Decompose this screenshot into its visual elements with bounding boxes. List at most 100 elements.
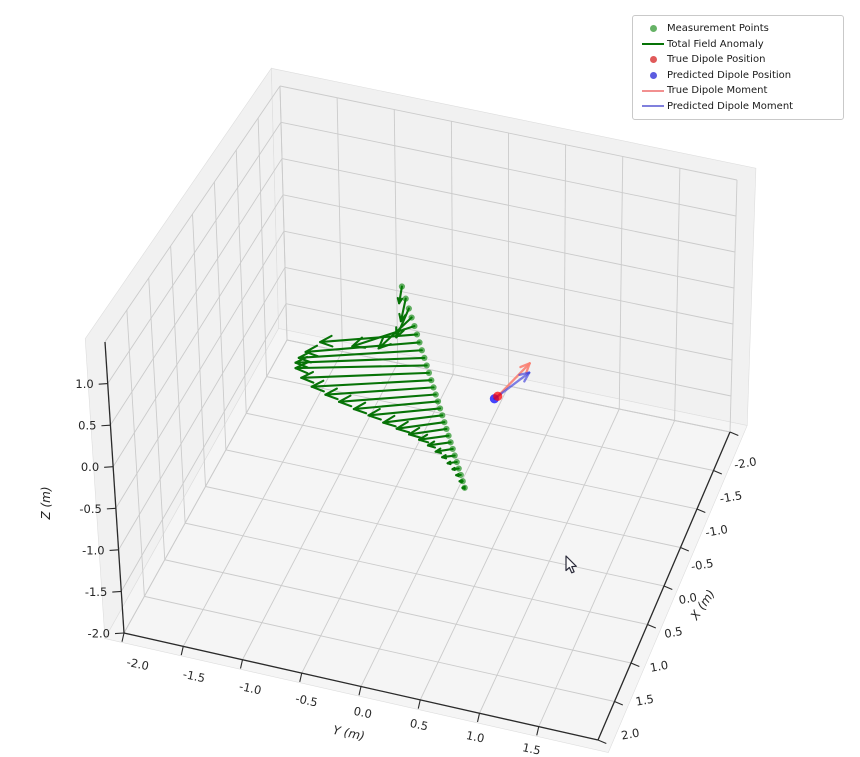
axis-label-y: Y (m) bbox=[332, 723, 366, 743]
measurement-point bbox=[428, 377, 435, 384]
tick-mark-x bbox=[663, 585, 673, 591]
tick-mark-x bbox=[614, 700, 624, 706]
tick-mark-y bbox=[476, 713, 481, 723]
grid-line bbox=[110, 158, 283, 426]
legend-marker-icon bbox=[639, 25, 667, 33]
field-anomaly-arrow bbox=[407, 426, 448, 439]
axis-label-z: Z (m) bbox=[39, 486, 53, 520]
grid-line bbox=[279, 85, 738, 181]
measurement-point bbox=[451, 452, 458, 459]
tick-label-z: -2.0 bbox=[88, 627, 110, 641]
tick-mark-x bbox=[680, 546, 690, 552]
legend-marker-icon bbox=[639, 56, 667, 64]
legend-item-label: Measurement Points bbox=[667, 23, 769, 34]
tick-mark-y bbox=[121, 632, 125, 642]
tick-mark-y bbox=[299, 673, 303, 683]
measurement-point bbox=[430, 384, 437, 391]
tick-label-y: -1.5 bbox=[182, 667, 207, 685]
grid-line bbox=[674, 168, 681, 421]
tick-mark-y bbox=[239, 659, 244, 669]
legend-item: Predicted Dipole Moment bbox=[639, 99, 837, 115]
field-anomaly-arrow bbox=[418, 433, 450, 444]
grid-line bbox=[192, 213, 206, 487]
grid-line bbox=[479, 408, 620, 714]
tick-mark-y bbox=[536, 726, 540, 736]
tick-label-y: 1.0 bbox=[465, 728, 486, 745]
measurement-point bbox=[436, 405, 444, 412]
legend-item-label: Total Field Anomaly bbox=[667, 38, 764, 50]
dot-swatch bbox=[649, 71, 657, 79]
measurement-point bbox=[455, 465, 462, 472]
field-anomaly-arrow bbox=[367, 407, 442, 421]
measurement-point bbox=[405, 305, 412, 312]
legend-marker-icon bbox=[639, 71, 667, 79]
grid-line bbox=[257, 117, 268, 377]
line-swatch bbox=[642, 43, 664, 46]
grid-line bbox=[336, 97, 343, 352]
grid-line bbox=[538, 420, 676, 727]
tick-label-y: 0.5 bbox=[409, 716, 430, 733]
field-anomaly-arrow bbox=[426, 440, 452, 449]
field-anomaly-arrow bbox=[395, 420, 446, 434]
tick-label-z: -0.5 bbox=[79, 502, 101, 516]
measurement-point bbox=[449, 445, 456, 453]
tick-label-z: -1.0 bbox=[82, 543, 104, 557]
measurement-point bbox=[411, 322, 418, 330]
measurement-point bbox=[421, 354, 428, 361]
grid-line bbox=[280, 121, 737, 217]
tick-label-z: 1.0 bbox=[75, 377, 93, 391]
grid-line bbox=[126, 309, 145, 597]
tick-mark-z bbox=[109, 549, 119, 552]
field-anomaly-arrow bbox=[382, 414, 444, 428]
legend-item: Measurement Points bbox=[639, 21, 837, 37]
tick-mark-z bbox=[98, 383, 108, 385]
legend-item-label: True Dipole Moment bbox=[667, 85, 768, 96]
grid-line bbox=[419, 397, 565, 701]
line-swatch bbox=[642, 89, 664, 92]
tick-mark-z bbox=[106, 507, 116, 510]
legend: Measurement Points Total Field Anomaly Tru… bbox=[632, 15, 844, 120]
grid-line bbox=[235, 149, 247, 414]
legend-item: Total Field Anomaly bbox=[639, 37, 837, 53]
line-swatch bbox=[642, 105, 664, 108]
measurement-point bbox=[418, 347, 425, 354]
measurement-point bbox=[439, 412, 446, 419]
pane-floor bbox=[104, 328, 748, 753]
legend-line-icon bbox=[639, 105, 667, 108]
grid-line bbox=[104, 85, 281, 343]
tick-label-x: 1.0 bbox=[649, 658, 669, 675]
tick-mark-z bbox=[104, 466, 114, 468]
tick-label-z: 0.5 bbox=[78, 419, 96, 433]
tick-label-y: -2.0 bbox=[125, 655, 150, 673]
field-anomaly-arrow bbox=[310, 379, 433, 393]
tick-mark-y bbox=[358, 686, 362, 696]
grid-line bbox=[112, 194, 284, 467]
true-dipole-position-marker bbox=[493, 391, 503, 401]
measurement-point bbox=[432, 391, 439, 398]
grid-line bbox=[563, 144, 567, 398]
grid-line bbox=[213, 181, 227, 450]
dot-swatch bbox=[649, 25, 657, 33]
grid-line bbox=[618, 156, 624, 410]
tick-label-y: -1.0 bbox=[238, 679, 263, 697]
field-anomaly-arrow bbox=[337, 393, 437, 408]
tick-label-x: -0.5 bbox=[690, 556, 715, 574]
measurement-point bbox=[447, 439, 454, 446]
tick-mark-y bbox=[417, 699, 421, 709]
grid-line bbox=[282, 194, 735, 289]
grid-line bbox=[118, 267, 286, 551]
field-anomaly-arrow bbox=[352, 400, 440, 415]
tick-label-x: -1.5 bbox=[719, 488, 744, 506]
grid-line bbox=[115, 230, 285, 509]
grid-line bbox=[279, 85, 288, 341]
grid-line bbox=[450, 121, 454, 375]
legend-item-label: True Dipole Position bbox=[667, 54, 766, 65]
grid-line bbox=[123, 339, 288, 634]
dot-swatch bbox=[649, 56, 657, 64]
axis-spine-z bbox=[104, 341, 125, 634]
tick-mark-y bbox=[180, 646, 184, 656]
tick-mark-z bbox=[114, 632, 125, 635]
tick-label-z: 0.0 bbox=[81, 460, 99, 474]
